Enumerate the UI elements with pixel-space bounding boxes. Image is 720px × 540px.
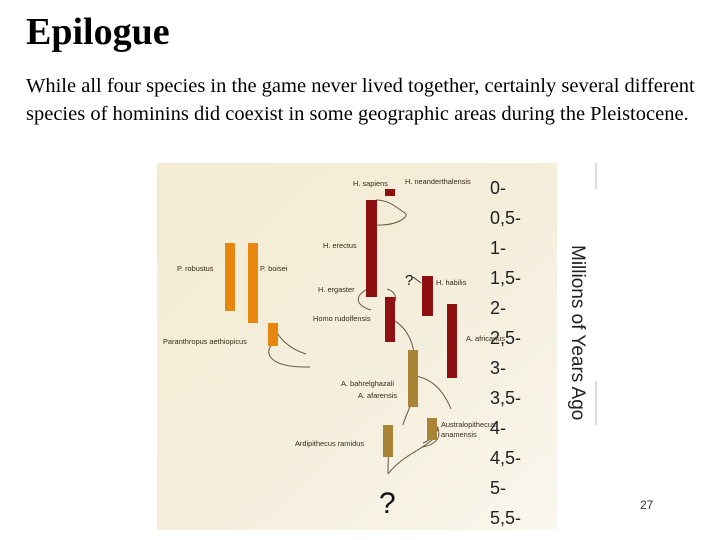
figure-background bbox=[157, 163, 557, 530]
lineage-curve bbox=[387, 439, 433, 475]
scale-label: 4- bbox=[490, 418, 506, 438]
label-australopithecus-anamensis-line-1: Australopithecus bbox=[441, 420, 496, 429]
p-robustus-bar bbox=[225, 243, 235, 311]
label-a-africanus: A. africanus bbox=[466, 334, 505, 343]
scale-label: 3- bbox=[490, 358, 506, 378]
h-habilis-bar bbox=[422, 276, 433, 316]
lineage-curve bbox=[375, 199, 407, 226]
paranthropus-aethiopicus-bar bbox=[268, 323, 278, 346]
a-africanus-bar bbox=[447, 304, 457, 378]
h-sapiens-bar bbox=[385, 189, 395, 196]
ardipithecus-ramidus-bar bbox=[383, 425, 393, 457]
axis-title: Millions of Years Ago bbox=[567, 245, 588, 420]
question-mark-small: ? bbox=[405, 272, 413, 289]
hominin-phylogeny-figure: H. sapiens H. neanderthalensis H. erectu… bbox=[157, 163, 597, 530]
scale-label: 2- bbox=[490, 298, 506, 318]
label-paranthropus-aethiopicus: Paranthropus aethiopicus bbox=[163, 337, 247, 346]
label-australopithecus-anamensis-line-2: anamensis bbox=[441, 430, 477, 439]
label-p-robustus: P. robustus bbox=[177, 264, 214, 273]
scale-label: 0,5- bbox=[490, 208, 521, 228]
label-homo-rudolfensis: Homo rudolfensis bbox=[313, 314, 371, 323]
label-h-habilis: H. habilis bbox=[436, 278, 467, 287]
homo-rudolfensis-bar bbox=[385, 297, 395, 342]
label-a-bahrelghazali: A. bahrelghazali bbox=[341, 379, 394, 388]
lineage-curve bbox=[414, 375, 452, 410]
h-erectus-bar bbox=[366, 200, 377, 297]
label-h-sapiens: H. sapiens bbox=[353, 179, 388, 188]
label-h-neanderthalensis: H. neanderthalensis bbox=[405, 177, 471, 186]
scale-label: 0- bbox=[490, 178, 506, 198]
label-ardipithecus-ramidus: Ardipithecus ramidus bbox=[295, 439, 364, 448]
time-scale: 0- 0,5- 1- 1,5- 2- 2,5- 3- 3,5- 4- 4,5- … bbox=[490, 178, 521, 528]
a-anamensis-bar bbox=[427, 418, 437, 440]
a-afarensis-bar bbox=[408, 350, 418, 407]
label-h-ergaster: H. ergaster bbox=[318, 285, 355, 294]
scale-label: 5,5- bbox=[490, 508, 521, 528]
question-arrow bbox=[412, 276, 422, 284]
slide-body-text: While all four species in the game never… bbox=[26, 75, 695, 125]
scale-label: 1- bbox=[490, 238, 506, 258]
label-a-afarensis: A. afarensis bbox=[358, 391, 397, 400]
p-boisei-bar bbox=[248, 243, 258, 323]
scale-label: 2,5- bbox=[490, 328, 521, 348]
scale-label: 3,5- bbox=[490, 388, 521, 408]
page-number: 27 bbox=[640, 498, 654, 512]
question-mark-large: ? bbox=[379, 487, 396, 520]
label-h-erectus: H. erectus bbox=[323, 241, 357, 250]
scale-label: 4,5- bbox=[490, 448, 521, 468]
label-p-boisei: P. boisei bbox=[260, 264, 288, 273]
h-ergaster-bar bbox=[367, 276, 375, 296]
scale-label: 5- bbox=[490, 478, 506, 498]
scale-label: 1,5- bbox=[490, 268, 521, 288]
slide-title: Epilogue bbox=[26, 11, 170, 53]
